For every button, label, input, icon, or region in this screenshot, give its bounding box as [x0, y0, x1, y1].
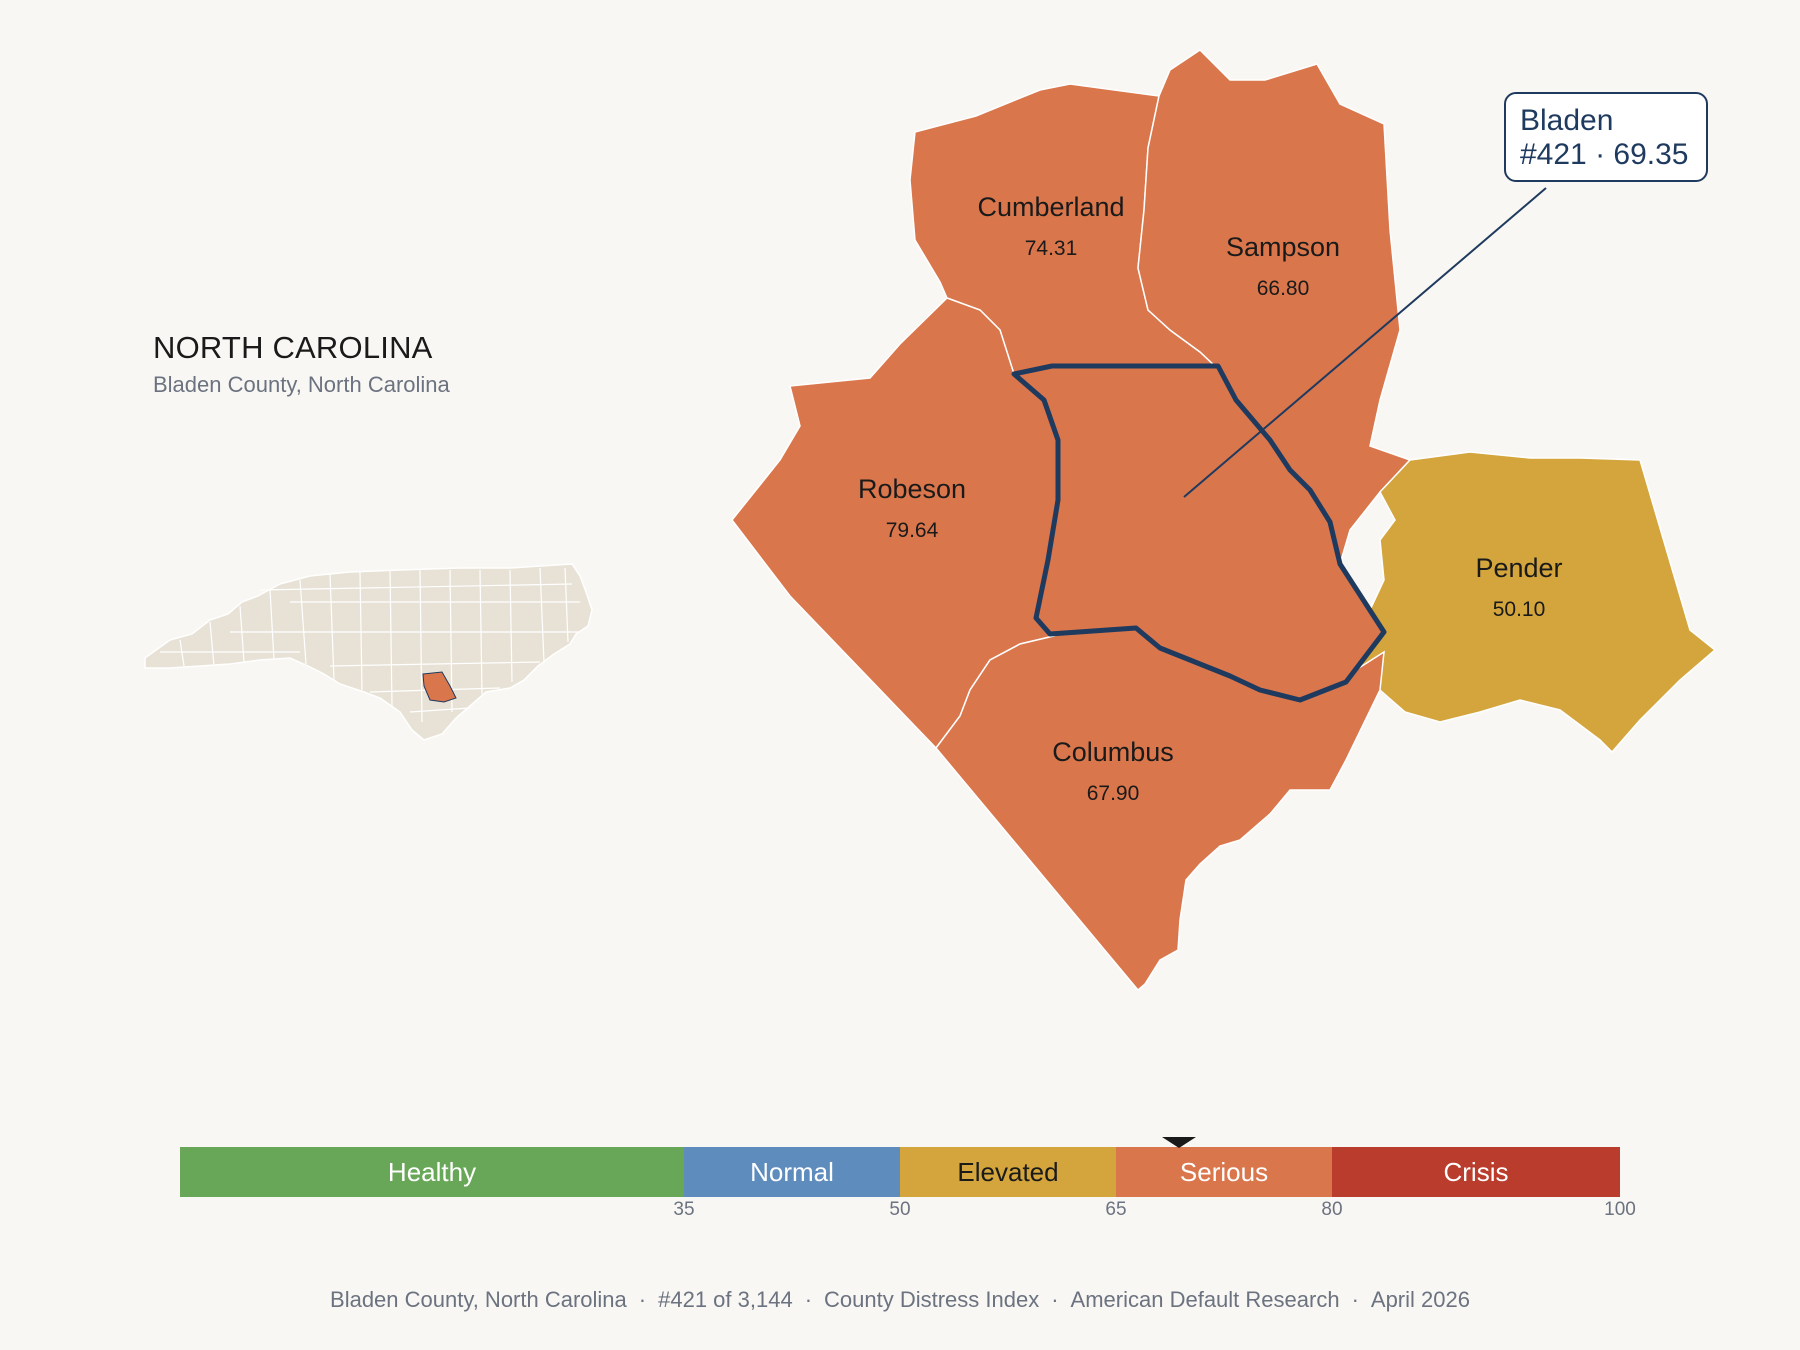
scale-tick: 50 [889, 1199, 911, 1220]
locator-county-lines [160, 567, 580, 723]
county-pender[interactable] [1345, 451, 1717, 754]
callout-name: Bladen [1520, 104, 1614, 137]
label-robeson-name: Robeson [858, 474, 966, 504]
state-subtitle: Bladen County, North Carolina [153, 372, 450, 397]
scale-segment-serious: Serious [1116, 1147, 1332, 1197]
footer-separator: · [804, 1287, 813, 1312]
label-pender-score: 50.10 [1493, 598, 1546, 621]
scale-segment-elevated: Elevated [900, 1147, 1116, 1197]
footer-separator: · [1351, 1287, 1359, 1312]
callout-box: Bladen #421 · 69.35 [1504, 92, 1708, 182]
state-title: NORTH CAROLINA [153, 330, 433, 365]
footer-county: Bladen County, North Carolina [330, 1287, 627, 1312]
footer-separator: · [638, 1287, 647, 1312]
label-cumberland-score: 74.31 [1025, 237, 1078, 260]
footer-source: American Default Research [1070, 1287, 1340, 1312]
county-bladen[interactable] [1011, 363, 1387, 703]
label-columbus-score: 67.90 [1087, 782, 1140, 805]
callout-leader-line [1183, 187, 1547, 498]
scale-tick: 35 [673, 1199, 695, 1220]
bladen-locator-highlight [422, 671, 457, 703]
scale-segment-crisis: Crisis [1332, 1147, 1620, 1197]
locator-map [144, 563, 593, 741]
scale-marker-triangle [1161, 1137, 1196, 1148]
scale-segment-healthy: Healthy [180, 1147, 684, 1197]
label-robeson-score: 79.64 [886, 519, 939, 542]
label-sampson-score: 66.80 [1257, 277, 1310, 300]
scale-segment-normal: Normal [684, 1147, 900, 1197]
footer-date: April 2026 [1370, 1287, 1470, 1312]
label-cumberland-name: Cumberland [977, 192, 1124, 222]
footer-separator: · [1051, 1287, 1059, 1312]
county-sampson[interactable] [1137, 49, 1412, 567]
label-pender-name: Pender [1475, 553, 1562, 583]
scale-tick: 65 [1105, 1199, 1127, 1220]
callout-rank-score: #421 · 69.35 [1520, 138, 1689, 171]
label-sampson-name: Sampson [1226, 232, 1340, 262]
label-columbus-name: Columbus [1052, 737, 1174, 767]
title-block: NORTH CAROLINA Bladen County, North Caro… [153, 330, 450, 398]
scale-tick: 80 [1321, 1199, 1343, 1220]
scale-tick: 100 [1604, 1199, 1636, 1220]
footer-rank: #421 of 3,144 [658, 1287, 793, 1312]
distress-scale-bar: Healthy Normal Elevated Serious Crisis [180, 1147, 1620, 1197]
footer: Bladen County, North Carolina · #421 of 3,… [0, 1287, 1800, 1313]
footer-index: County Distress Index [824, 1287, 1040, 1312]
